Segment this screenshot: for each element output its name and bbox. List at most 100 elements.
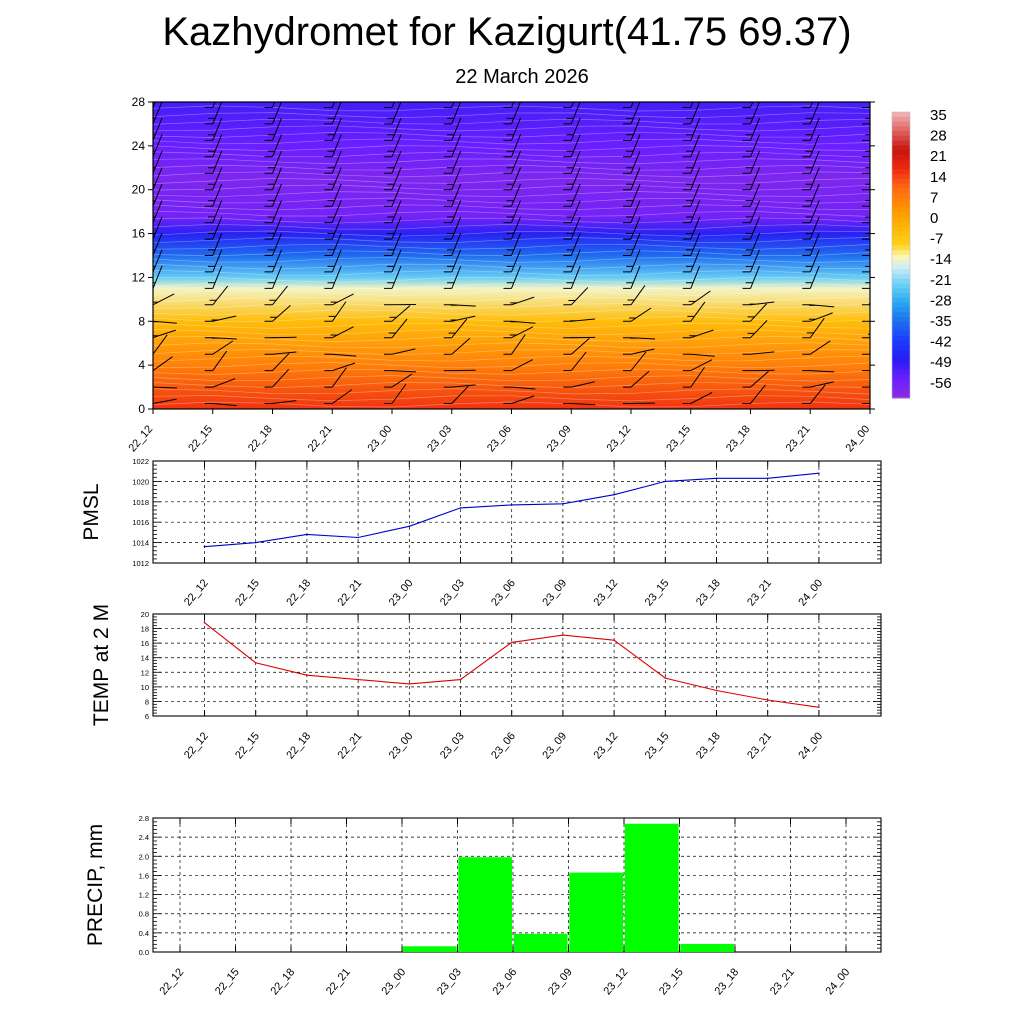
wind-barb [742, 102, 760, 125]
wind-barb [204, 265, 223, 289]
x-tick-label: 23_12 [604, 423, 633, 454]
y-tick-label: 6 [145, 712, 149, 721]
data-point [203, 545, 206, 548]
colorbar-label: 14 [930, 169, 947, 186]
y-tick-label: 28 [132, 95, 146, 109]
data-point [306, 533, 308, 536]
wind-barb [862, 150, 870, 158]
wind-barb [802, 183, 820, 207]
data-point [818, 706, 820, 709]
wind-barb [623, 183, 641, 207]
colorbar-band [892, 116, 910, 123]
wind-barb [264, 285, 288, 306]
wind-barb [682, 359, 713, 372]
x-tick-label: 22_15 [213, 966, 242, 997]
wind-barb [384, 134, 402, 158]
x-tick-label: 23_09 [545, 423, 574, 454]
data-point [459, 507, 462, 509]
wind-barb [204, 216, 223, 240]
colorbar-label: -7 [930, 231, 943, 248]
x-tick-label: 23_18 [724, 423, 753, 454]
x-tick-label: 23_12 [592, 730, 621, 761]
colorbar-label: -42 [930, 334, 952, 351]
colorbar-band [892, 197, 910, 204]
wind-barb [862, 320, 870, 322]
wind-barb [153, 183, 163, 207]
y-tick-label: 2.8 [139, 814, 149, 823]
x-tick-label: 22_21 [324, 966, 353, 997]
wind-barb [623, 265, 641, 289]
wind-barb [264, 233, 282, 256]
colorbar-label: -56 [930, 375, 952, 392]
x-tick-label: 23_09 [540, 577, 569, 608]
x-tick-label: 23_18 [712, 966, 741, 997]
x-tick-label: 24_00 [796, 730, 825, 761]
y-tick-label: 18 [141, 625, 149, 634]
data-point [766, 699, 769, 701]
wind-barb [503, 249, 521, 273]
data-point [562, 634, 564, 636]
x-tick-label: 23_18 [694, 730, 723, 761]
wind-barb [384, 383, 407, 404]
colorbar-band [892, 150, 910, 156]
wind-barb [682, 183, 701, 207]
wind-barb [204, 350, 228, 372]
wind-barb [682, 102, 701, 125]
wind-barb [862, 386, 870, 388]
y-tick-label: 1.2 [139, 891, 149, 900]
wind-barb [264, 117, 282, 141]
colorbar-band [892, 240, 910, 247]
y-tick-label: 10 [141, 683, 149, 692]
wind-barb [563, 117, 581, 141]
contour-line [153, 388, 870, 395]
wind-barb [623, 150, 641, 174]
colorbar-band [892, 293, 910, 299]
panel-frame [152, 613, 882, 717]
wind-barb [623, 249, 641, 273]
wind-barb [324, 265, 342, 289]
wind-barb [264, 400, 297, 404]
wind-barb [742, 167, 760, 191]
y-tick-label: 4 [138, 358, 145, 372]
wind-barb [503, 183, 521, 207]
contour-line [153, 322, 870, 329]
wind-barb [802, 381, 834, 388]
wind-barb [802, 167, 820, 191]
wind-barb [802, 304, 835, 308]
temperature-cross-section: 0 4 8 12 16 20 24 28 22_12 22_15 22_18 22_21 23_00 23… [126, 95, 875, 454]
x-tick-label: 23_06 [490, 966, 519, 997]
contour-line [153, 283, 870, 289]
wind-barb [682, 290, 711, 306]
wind-barb [443, 102, 462, 125]
wind-barb [384, 249, 402, 273]
wind-barb [682, 150, 701, 174]
wind-barb [264, 305, 291, 322]
wind-barb [503, 296, 535, 306]
colorbar-band [892, 307, 910, 313]
wind-barb [862, 249, 870, 256]
wind-barb [862, 353, 870, 355]
contour-line [153, 269, 870, 277]
wind-barb [443, 315, 476, 322]
x-tick-label: 23_03 [425, 423, 454, 454]
colorbar-label: -35 [930, 313, 952, 330]
wind-barb [862, 402, 870, 404]
contour-line [153, 237, 870, 244]
colorbar-band [892, 364, 910, 370]
wind-barb [264, 265, 282, 289]
wind-barb [503, 320, 536, 324]
wind-barb [802, 340, 831, 355]
wind-barb [384, 318, 408, 339]
wind-barb [742, 134, 760, 158]
wind-barb [563, 403, 596, 406]
wind-barb [742, 303, 768, 322]
wind-barb [324, 353, 357, 357]
wind-barb [153, 398, 177, 404]
colorbar-band [892, 226, 910, 232]
wind-barb [384, 102, 395, 108]
wind-barb [443, 337, 471, 355]
data-point [254, 662, 257, 664]
data-point [408, 683, 411, 685]
colorbar-band [892, 173, 910, 180]
wind-barb [204, 117, 223, 141]
